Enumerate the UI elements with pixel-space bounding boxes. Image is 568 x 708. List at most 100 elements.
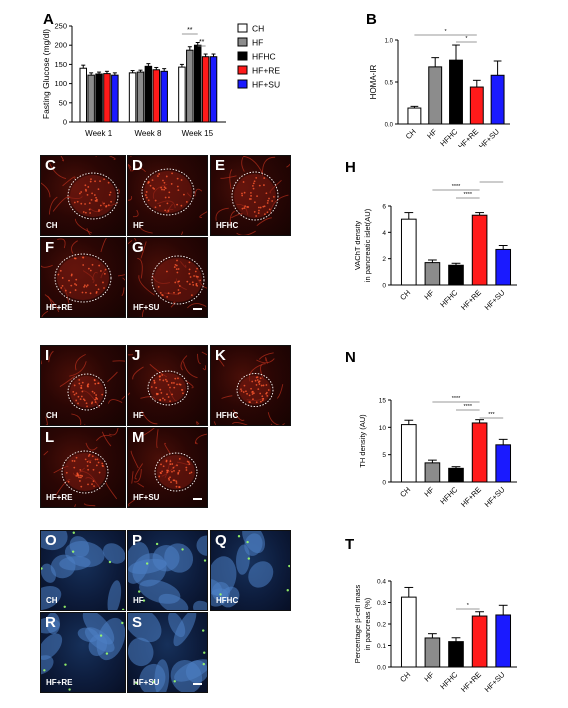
stain-dot bbox=[263, 205, 266, 208]
stain-dot bbox=[104, 268, 107, 271]
nerve-fiber bbox=[265, 357, 268, 364]
stain-dot bbox=[80, 202, 83, 205]
tissue-fragment bbox=[236, 544, 250, 575]
nerve-fiber bbox=[202, 365, 206, 371]
stain-dot bbox=[80, 395, 83, 398]
stain-dot bbox=[240, 388, 242, 391]
stain-dot bbox=[162, 179, 164, 182]
stain-dot bbox=[156, 393, 158, 396]
nerve-fiber bbox=[197, 353, 201, 365]
nerve-fiber bbox=[229, 169, 233, 190]
significance-label: * bbox=[465, 36, 468, 42]
stain-dot bbox=[94, 398, 97, 401]
stain-dot bbox=[86, 384, 89, 386]
nerve-fiber bbox=[180, 355, 188, 371]
nerve-fiber bbox=[112, 360, 125, 362]
scale-bar bbox=[193, 498, 202, 500]
x-tick-label: HF+RE bbox=[459, 485, 483, 509]
bar-hfhc bbox=[193, 44, 202, 123]
beta-cell-dot bbox=[43, 669, 46, 672]
tissue-fragment bbox=[41, 531, 68, 551]
micrograph-letter: I bbox=[45, 347, 50, 364]
nerve-fiber bbox=[141, 410, 158, 425]
significance-label: * bbox=[467, 603, 470, 609]
significance-label: ** bbox=[187, 27, 193, 34]
stain-dot bbox=[241, 207, 244, 210]
stain-dot bbox=[179, 291, 181, 294]
stain-dot bbox=[176, 177, 179, 180]
stain-dot bbox=[188, 463, 191, 465]
beta-cell-dot bbox=[202, 629, 205, 632]
stain-dot bbox=[248, 198, 251, 200]
stain-dot bbox=[88, 453, 91, 456]
stain-dot bbox=[197, 276, 199, 278]
beta-cell-dot bbox=[68, 688, 71, 691]
stain-dot bbox=[103, 178, 105, 181]
micrograph-d: D HF bbox=[127, 155, 208, 236]
stain-dot bbox=[91, 390, 94, 393]
x-tick-label: HF+SU bbox=[477, 127, 501, 147]
tissue-fragment bbox=[41, 563, 57, 583]
stain-dot bbox=[99, 204, 102, 207]
stain-dot bbox=[145, 196, 148, 199]
micrograph-f: F HF+RE bbox=[40, 237, 126, 318]
bar-hfhc bbox=[95, 73, 103, 123]
bar-hf-re bbox=[471, 214, 488, 286]
micrograph-caption: HF+SU bbox=[133, 303, 160, 312]
nerve-fiber bbox=[105, 482, 118, 500]
nerve-fiber bbox=[45, 416, 48, 425]
micrograph-texture bbox=[41, 350, 125, 425]
stain-dot bbox=[154, 206, 157, 209]
stain-dot bbox=[171, 470, 173, 473]
stain-dot bbox=[163, 398, 166, 401]
y-axis-label: in pancreas (%) bbox=[363, 597, 372, 650]
y-tick-label: 6 bbox=[382, 204, 386, 211]
nerve-fiber bbox=[194, 441, 198, 445]
stain-dot bbox=[162, 397, 164, 400]
bar-hf bbox=[136, 71, 145, 123]
stain-dot bbox=[86, 193, 89, 196]
stain-dot bbox=[79, 469, 82, 471]
micrograph-r: R HF+RE bbox=[40, 612, 126, 693]
stain-dot bbox=[91, 483, 93, 486]
tissue-fragment bbox=[170, 659, 203, 692]
stain-dot bbox=[80, 485, 83, 488]
stain-dot bbox=[177, 268, 180, 270]
nerve-fiber bbox=[128, 354, 134, 356]
stain-dot bbox=[262, 397, 264, 400]
stain-dot bbox=[265, 384, 268, 386]
stain-dot bbox=[255, 376, 258, 379]
micrograph-caption: CH bbox=[46, 411, 58, 420]
stain-dot bbox=[84, 458, 87, 461]
stain-dot bbox=[190, 294, 193, 297]
nerve-fiber bbox=[270, 423, 285, 425]
nerve-fiber bbox=[49, 162, 67, 179]
stain-dot bbox=[259, 377, 262, 380]
stain-dot bbox=[84, 211, 87, 214]
nerve-fiber bbox=[101, 431, 112, 447]
nerve-fiber bbox=[60, 156, 64, 162]
stain-dot bbox=[158, 475, 161, 478]
stain-dot bbox=[163, 186, 166, 189]
stain-dot bbox=[268, 197, 270, 200]
micrograph-texture bbox=[213, 352, 285, 425]
bar-hf-su bbox=[160, 70, 168, 123]
bar-ch bbox=[400, 596, 417, 668]
bar-hf-re bbox=[469, 86, 484, 125]
y-tick-label: 0 bbox=[382, 283, 386, 290]
islet-region bbox=[239, 375, 271, 405]
stain-dot bbox=[180, 179, 183, 181]
stain-dot bbox=[176, 383, 178, 386]
micrograph-texture bbox=[41, 238, 125, 317]
tissue-fragment bbox=[244, 533, 263, 556]
micrograph-texture bbox=[128, 613, 207, 692]
significance-label: **** bbox=[452, 184, 461, 190]
stain-dot bbox=[72, 390, 75, 393]
micrograph-e: E HFHC bbox=[210, 155, 291, 236]
nerve-fiber bbox=[131, 167, 146, 173]
nerve-fiber bbox=[220, 175, 237, 179]
tissue-fragment bbox=[128, 637, 154, 667]
stain-dot bbox=[266, 211, 269, 214]
nerve-fiber bbox=[41, 182, 51, 198]
stain-dot bbox=[267, 199, 269, 202]
